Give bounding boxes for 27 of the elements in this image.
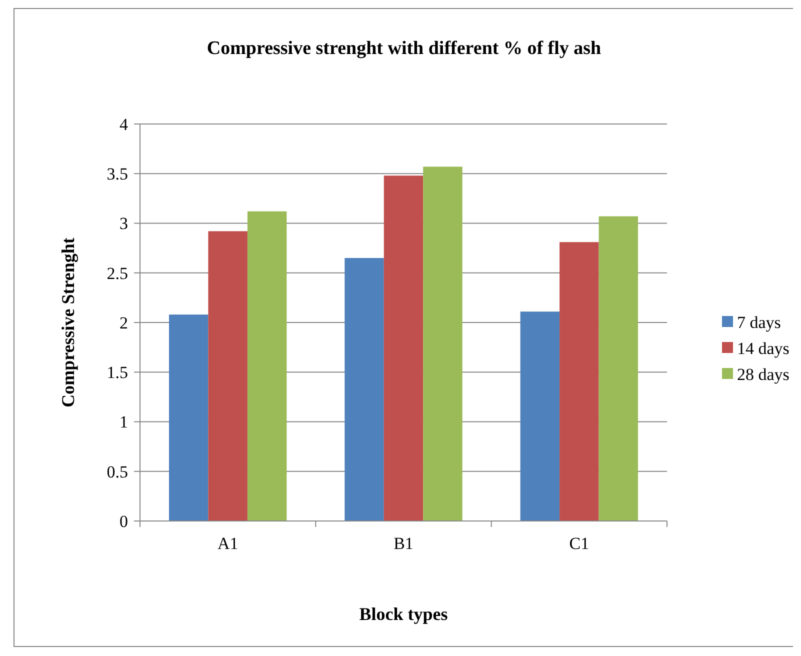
- x-tick-label: B1: [394, 534, 414, 553]
- x-tick-label: A1: [217, 534, 238, 553]
- y-tick-label: 4: [120, 114, 128, 134]
- bar: [520, 312, 560, 521]
- y-tick-label: 2: [120, 313, 128, 332]
- y-tick-label: 3: [120, 214, 128, 234]
- bar: [247, 211, 287, 521]
- y-tick-label: 3.5: [106, 164, 128, 184]
- legend-label: 14 days: [737, 338, 790, 358]
- legend-label: 28 days: [737, 364, 790, 384]
- x-axis-title: Block types: [359, 604, 448, 624]
- y-tick-label: 1.5: [106, 363, 128, 382]
- bar: [344, 258, 384, 521]
- y-axis-title: Compressive Strenght: [58, 238, 78, 408]
- x-tick-label: C1: [569, 534, 590, 553]
- legend-label: 7 days: [737, 312, 781, 332]
- bar: [560, 242, 599, 521]
- y-tick-label: 0: [120, 512, 128, 531]
- y-tick-label: 2.5: [106, 264, 128, 283]
- y-tick-label: 1: [120, 412, 128, 432]
- bar: [208, 231, 248, 521]
- bar: [168, 314, 208, 521]
- chart-title: Compressive strenght with different % of fly ash: [206, 38, 602, 59]
- bar: [423, 166, 462, 521]
- bar: [598, 216, 638, 521]
- y-tick-label: 0.5: [106, 462, 128, 482]
- bar: [384, 176, 424, 521]
